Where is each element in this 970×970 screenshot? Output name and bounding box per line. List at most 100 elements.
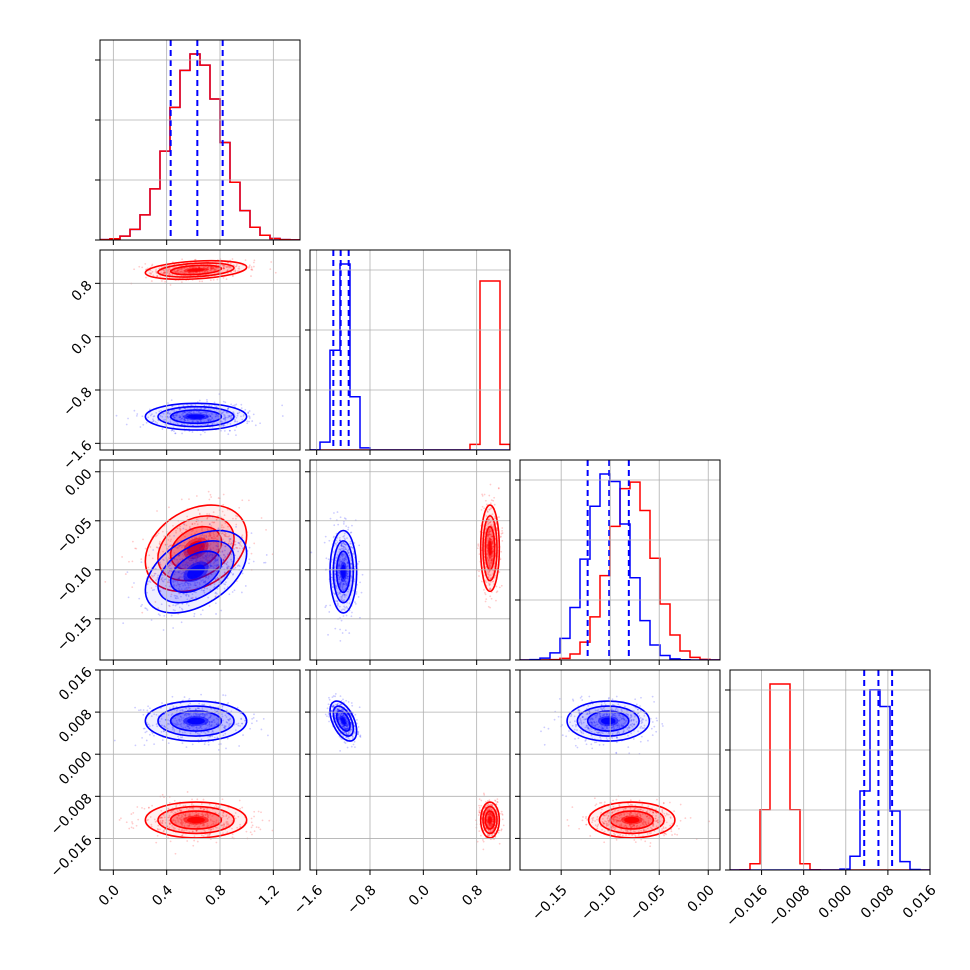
scatter-point (343, 594, 346, 596)
scatter-point (179, 715, 182, 718)
scatter-point (490, 803, 492, 806)
scatter-point (159, 589, 162, 592)
scatter-point (201, 527, 203, 530)
scatter-point (490, 813, 493, 816)
scatter-point (192, 420, 194, 422)
scatter-point (225, 721, 228, 723)
scatter-point (224, 727, 226, 730)
scatter-point (496, 801, 499, 803)
scatter-point (209, 735, 212, 738)
scatter-point (133, 268, 136, 271)
scatter-point (195, 714, 198, 717)
scatter-point (217, 545, 220, 547)
scatter-point (213, 401, 216, 404)
scatter-point (254, 424, 257, 427)
scatter-point (211, 556, 214, 559)
scatter-point (344, 580, 347, 583)
scatter-point (486, 539, 488, 542)
scatter-point (350, 542, 353, 545)
scatter-point (163, 269, 165, 272)
scatter-point (169, 544, 171, 547)
scatter-point (184, 588, 186, 591)
scatter-point (491, 545, 494, 548)
scatter-point (178, 720, 181, 723)
scatter-point (359, 616, 361, 619)
scatter-point (200, 411, 203, 414)
scatter-point (195, 829, 198, 832)
scatter-point (140, 558, 143, 561)
scatter-point (220, 424, 223, 427)
scatter-point (491, 803, 493, 806)
scatter-point (221, 704, 224, 707)
scatter-point (222, 417, 225, 420)
scatter-point (122, 622, 125, 625)
scatter-point (227, 718, 229, 721)
scatter-point (160, 718, 163, 720)
scatter-point (135, 547, 138, 550)
scatter-point (176, 414, 178, 417)
scatter-point (343, 559, 346, 562)
scatter-point (344, 727, 346, 730)
scatter-point (489, 824, 491, 826)
scatter-point (251, 717, 254, 720)
scatter-point (198, 825, 201, 828)
scatter-point (183, 411, 186, 414)
scatter-point (201, 411, 204, 414)
scatter-point (262, 717, 265, 720)
scatter-point (229, 718, 231, 721)
scatter-point (202, 557, 204, 559)
scatter-point (345, 583, 348, 586)
scatter-point (478, 575, 480, 577)
scatter-point (223, 823, 226, 826)
scatter-point (493, 528, 496, 530)
scatter-point (265, 528, 267, 531)
y-tick-label: 0.0 (69, 331, 96, 358)
scatter-point (177, 583, 180, 586)
scatter-point (206, 814, 209, 817)
scatter-point (162, 272, 165, 274)
scatter-point (248, 546, 251, 549)
scatter-point (237, 722, 240, 725)
scatter-point (342, 584, 345, 587)
scatter-point (181, 824, 184, 827)
scatter-point (175, 709, 178, 712)
scatter-point (250, 552, 253, 555)
scatter-point (250, 275, 252, 277)
scatter-point (232, 404, 235, 407)
scatter-point (203, 556, 206, 559)
scatter-point (495, 803, 498, 806)
scatter-point (182, 584, 185, 587)
scatter-point (166, 722, 169, 725)
scatter-point (206, 724, 209, 727)
scatter-point (211, 820, 214, 823)
scatter-point (347, 551, 350, 554)
scatter-point (338, 592, 341, 594)
scatter-point (136, 413, 139, 415)
scatter-point (167, 588, 170, 591)
scatter-point (182, 821, 185, 824)
scatter-point (215, 570, 218, 572)
scatter-point (208, 725, 211, 728)
scatter-point (178, 408, 181, 410)
scatter-point (115, 414, 118, 417)
scatter-point (208, 413, 210, 416)
scatter-point (209, 818, 212, 821)
scatter-point (487, 559, 490, 562)
y-tick-label: −1.6 (60, 438, 95, 473)
scatter-point (488, 799, 491, 801)
scatter-point (222, 277, 225, 279)
scatter-point (486, 544, 488, 547)
scatter-point (491, 550, 494, 553)
scatter-point (176, 541, 179, 544)
scatter-point (215, 548, 218, 551)
scatter-point (184, 726, 187, 729)
scatter-point (175, 594, 177, 597)
scatter-point (152, 419, 155, 422)
scatter-point (237, 557, 240, 560)
contour-0-2 (144, 801, 248, 839)
scatter-point (235, 525, 237, 528)
scatter-point (480, 834, 482, 837)
scatter-point (204, 423, 206, 426)
scatter-point (180, 715, 182, 718)
scatter-point (495, 522, 498, 525)
